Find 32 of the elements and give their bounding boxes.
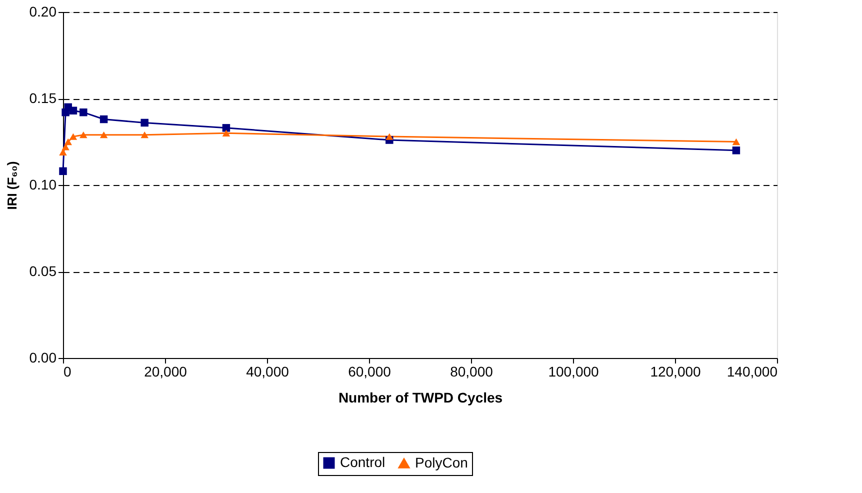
point [732, 138, 740, 146]
y-tick-label: 0.20 [29, 4, 57, 20]
x-tick-label: 40,000 [246, 364, 290, 380]
legend-label: Control [340, 454, 386, 470]
x-tick-label: 0 [64, 364, 72, 380]
point [732, 146, 740, 154]
x-tick-label: 20,000 [144, 364, 188, 380]
y-tick-label: 0.10 [29, 176, 57, 192]
point [69, 133, 78, 140]
point [59, 167, 67, 176]
y-axis-title: IRI (F₆₀) [4, 161, 20, 210]
point [222, 130, 230, 136]
point [386, 133, 394, 140]
x-tick-label: 60,000 [348, 364, 392, 380]
x-tick-label: 120,000 [650, 364, 702, 380]
point [100, 115, 108, 124]
x-tick-label: 80,000 [450, 364, 494, 380]
y-tick-label: 0.05 [29, 263, 57, 279]
point [222, 124, 230, 132]
x-tick-label: 140,000 [726, 364, 778, 380]
point [69, 106, 78, 114]
y-tick-label: 0.00 [29, 350, 57, 366]
x-tick-label: 100,000 [548, 364, 600, 380]
point [140, 131, 148, 138]
point [64, 138, 72, 146]
y-tick-label: 0.15 [29, 90, 57, 106]
x-axis-title: Number of TWPD Cycles [338, 390, 503, 406]
point [100, 131, 108, 138]
point [80, 131, 88, 138]
point [80, 108, 88, 116]
point [140, 118, 148, 127]
legend-label: PolyCon [415, 454, 468, 470]
